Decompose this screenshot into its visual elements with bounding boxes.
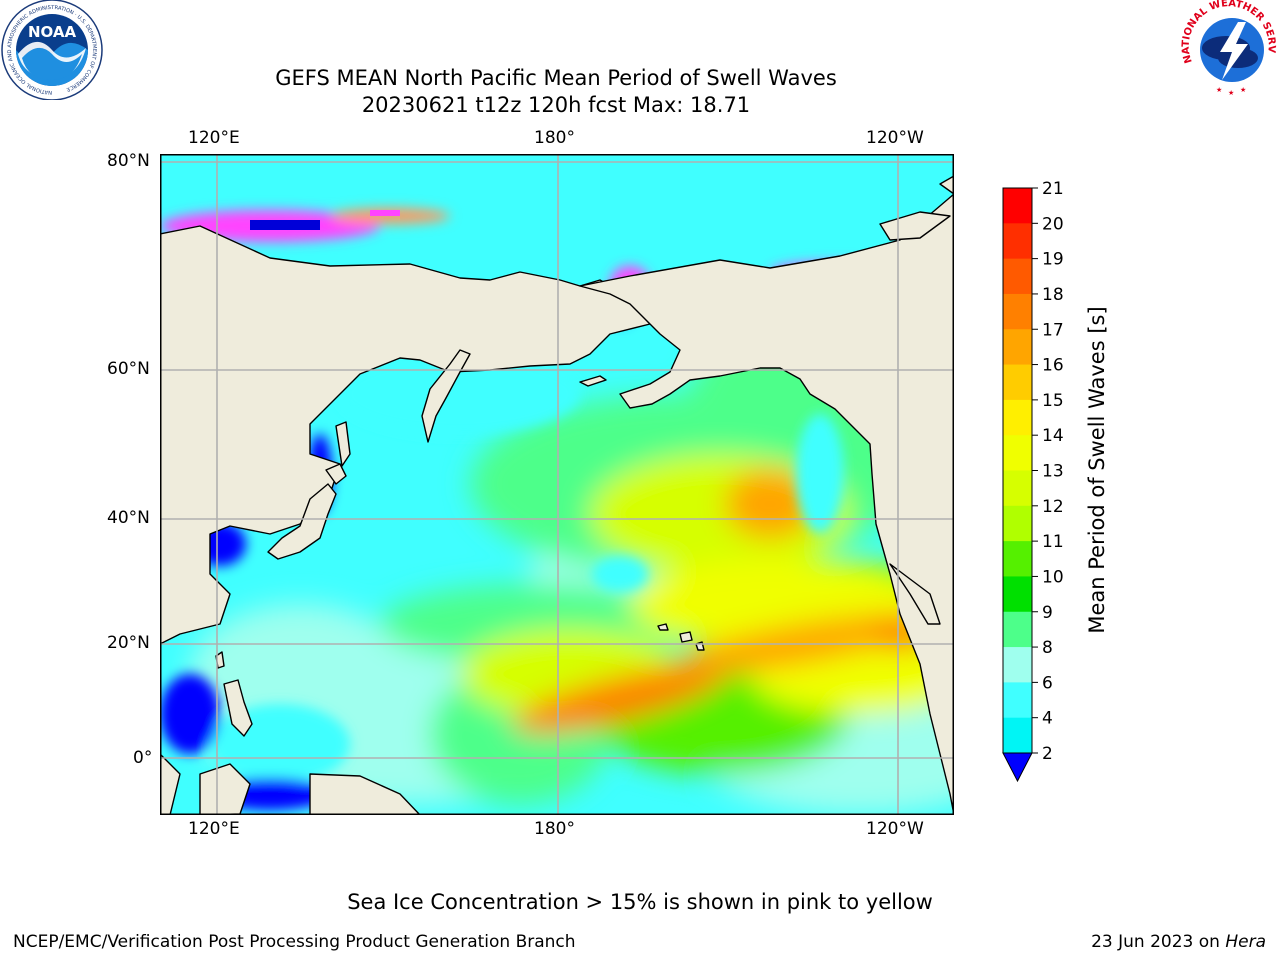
lon-label-top-120e: 120°E bbox=[188, 128, 240, 148]
colorbar-tick-label: 21 bbox=[1042, 180, 1064, 199]
colorbar-segment bbox=[1003, 258, 1032, 295]
colorbar-segment bbox=[1003, 188, 1032, 224]
colorbar-tick-label: 19 bbox=[1042, 250, 1064, 270]
colorbar-tick-label: 14 bbox=[1042, 426, 1064, 446]
colorbar-tick-label: 18 bbox=[1042, 285, 1064, 305]
land-masses bbox=[160, 175, 954, 815]
svg-text:★: ★ bbox=[1216, 86, 1222, 94]
colorbar-underflow-arrow bbox=[1002, 752, 1033, 783]
colorbar-tick-label: 9 bbox=[1042, 603, 1053, 623]
lat-label-0: 0° bbox=[133, 748, 153, 768]
lon-label-bottom-120e: 120°E bbox=[188, 819, 240, 839]
colorbar-tick-label: 12 bbox=[1042, 497, 1064, 517]
map-panel bbox=[160, 154, 954, 815]
colorbar-segment bbox=[1003, 293, 1032, 330]
footer-date: 23 Jun 2023 on Hera bbox=[1091, 932, 1266, 952]
colorbar-tick-label: 6 bbox=[1042, 673, 1053, 693]
colorbar-segment bbox=[1003, 435, 1032, 471]
lon-label-bottom-120w: 120°W bbox=[866, 819, 924, 839]
colorbar-label: Mean Period of Swell Waves [s] bbox=[1085, 306, 1109, 634]
lat-label-80n: 80°N bbox=[107, 151, 150, 171]
lat-label-40n: 40°N bbox=[107, 508, 150, 528]
lat-label-60n: 60°N bbox=[107, 359, 150, 379]
colorbar-tick-label: 4 bbox=[1042, 709, 1053, 729]
noaa-logo: NATIONAL OCEANIC AND ATMOSPHERIC ADMINIS… bbox=[1, 0, 103, 100]
colorbar-segment bbox=[1003, 329, 1032, 366]
colorbar-segment bbox=[1003, 364, 1032, 401]
nws-logo: NATIONAL WEATHER SERVICE ★ ★ ★ bbox=[1178, 0, 1278, 97]
map-title: GEFS MEAN North Pacific Mean Period of S… bbox=[275, 66, 837, 90]
colorbar-segment bbox=[1003, 576, 1032, 613]
colorbar-segment bbox=[1003, 470, 1032, 507]
colorbar-tick-label: 15 bbox=[1042, 391, 1064, 411]
lon-label-top-180: 180° bbox=[534, 128, 575, 148]
footer-date-text: 23 Jun 2023 on bbox=[1091, 932, 1226, 952]
colorbar-tick-label: 16 bbox=[1042, 356, 1064, 376]
colorbar-tick-label: 2 bbox=[1042, 744, 1053, 764]
lat-label-20n: 20°N bbox=[107, 633, 150, 653]
colorbar-tick-label: 17 bbox=[1042, 320, 1064, 340]
map-subtitle: 20230621 t12z 120h fcst Max: 18.71 bbox=[361, 93, 751, 117]
graticule bbox=[160, 154, 954, 815]
map-frame bbox=[160, 154, 954, 815]
colorbar-segment bbox=[1003, 223, 1032, 260]
lon-label-bottom-180: 180° bbox=[534, 819, 575, 839]
colorbar-tick-label: 20 bbox=[1042, 214, 1064, 234]
footer-branch: NCEP/EMC/Verification Post Processing Pr… bbox=[13, 932, 576, 952]
lon-label-top-120w: 120°W bbox=[866, 128, 924, 148]
colorbar-segment bbox=[1003, 399, 1032, 436]
svg-text:★: ★ bbox=[1240, 86, 1246, 94]
colorbar: 21 20 19 18 17 16 15 14 13 12 11 10 9 8 6 4 2 bbox=[1002, 180, 1064, 783]
colorbar-segment bbox=[1003, 541, 1032, 577]
colorbar-tick-label: 8 bbox=[1042, 638, 1053, 658]
colorbar-tick-label: 10 bbox=[1042, 567, 1064, 587]
colorbar-segment bbox=[1003, 611, 1032, 648]
noaa-logo-text: NOAA bbox=[28, 23, 77, 41]
sea-ice-caption: Sea Ice Concentration > 15% is shown in … bbox=[347, 890, 933, 914]
colorbar-segment bbox=[1003, 682, 1032, 719]
colorbar-segment bbox=[1003, 505, 1032, 542]
svg-text:★: ★ bbox=[1228, 89, 1234, 97]
colorbar-segment bbox=[1003, 647, 1032, 683]
footer-host: Hera bbox=[1225, 932, 1266, 952]
colorbar-tick-label: 13 bbox=[1042, 462, 1064, 482]
colorbar-tick-label: 11 bbox=[1042, 532, 1064, 552]
colorbar-segment bbox=[1003, 717, 1032, 754]
